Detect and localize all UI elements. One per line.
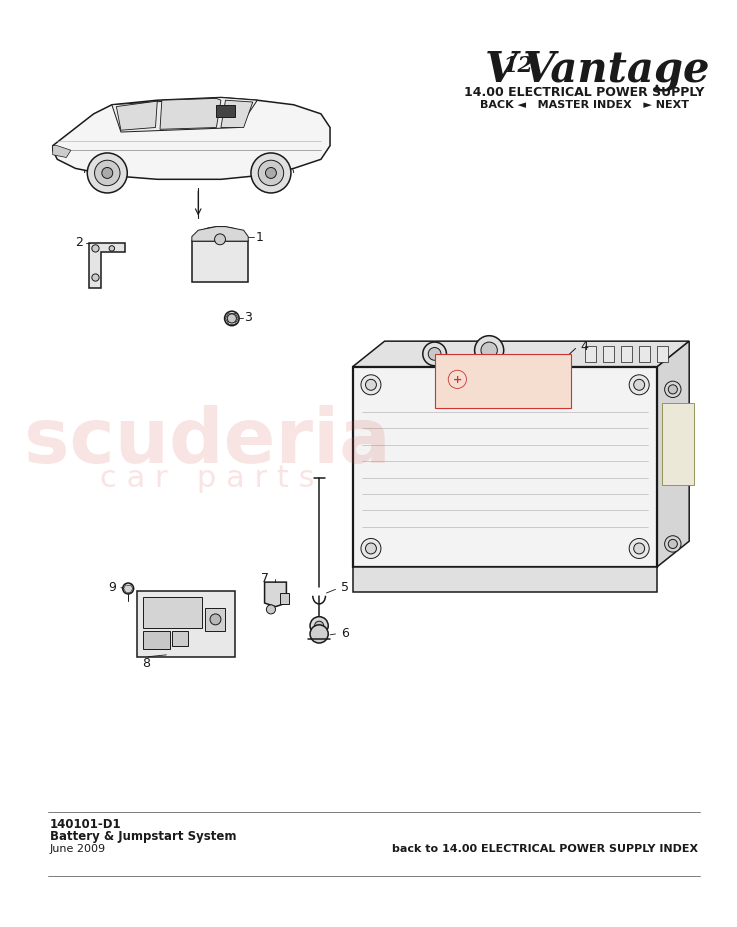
Circle shape bbox=[629, 375, 649, 396]
Circle shape bbox=[481, 343, 497, 359]
Bar bbox=[621, 347, 632, 362]
Circle shape bbox=[448, 371, 467, 389]
Polygon shape bbox=[112, 98, 257, 133]
Bar bbox=[137, 591, 236, 657]
Polygon shape bbox=[353, 342, 689, 367]
Text: back to 14.00 ELECTRICAL POWER SUPPLY INDEX: back to 14.00 ELECTRICAL POWER SUPPLY IN… bbox=[392, 844, 698, 853]
Circle shape bbox=[423, 343, 447, 366]
Circle shape bbox=[361, 375, 381, 396]
Text: Battery & Jumpstart System: Battery & Jumpstart System bbox=[50, 830, 237, 843]
Circle shape bbox=[251, 154, 291, 194]
Text: scuderia: scuderia bbox=[24, 405, 391, 478]
Circle shape bbox=[265, 169, 276, 179]
Polygon shape bbox=[657, 342, 689, 567]
Bar bbox=[353, 367, 657, 567]
Text: V: V bbox=[485, 49, 517, 91]
Circle shape bbox=[210, 615, 221, 625]
Circle shape bbox=[665, 536, 681, 552]
Bar bbox=[206, 608, 226, 631]
Polygon shape bbox=[116, 102, 157, 131]
Circle shape bbox=[214, 235, 226, 246]
Text: 14.00 ELECTRICAL POWER SUPPLY: 14.00 ELECTRICAL POWER SUPPLY bbox=[464, 85, 705, 98]
Text: BACK ◄   MASTER INDEX   ► NEXT: BACK ◄ MASTER INDEX ► NEXT bbox=[480, 100, 689, 110]
Bar bbox=[280, 593, 289, 604]
Circle shape bbox=[258, 161, 284, 186]
Bar bbox=[639, 347, 650, 362]
Text: c a r   p a r t s: c a r p a r t s bbox=[100, 464, 315, 492]
Text: June 2009: June 2009 bbox=[50, 844, 106, 853]
Text: +: + bbox=[453, 375, 462, 385]
Text: 140101-D1: 140101-D1 bbox=[50, 817, 122, 830]
Bar bbox=[657, 347, 668, 362]
Circle shape bbox=[366, 543, 377, 554]
Bar bbox=[172, 631, 188, 646]
Polygon shape bbox=[160, 99, 221, 130]
Bar bbox=[435, 354, 571, 409]
Bar bbox=[192, 242, 248, 283]
Text: 2: 2 bbox=[75, 235, 83, 248]
Bar bbox=[662, 403, 694, 486]
Circle shape bbox=[629, 539, 649, 559]
Text: 1: 1 bbox=[256, 231, 263, 244]
Bar bbox=[353, 567, 657, 592]
Circle shape bbox=[87, 154, 128, 194]
Circle shape bbox=[315, 621, 324, 630]
Circle shape bbox=[266, 605, 276, 615]
Polygon shape bbox=[53, 98, 330, 180]
Circle shape bbox=[94, 161, 120, 186]
Text: 5: 5 bbox=[341, 580, 349, 593]
Circle shape bbox=[665, 382, 681, 398]
Polygon shape bbox=[221, 101, 253, 128]
Text: 8: 8 bbox=[142, 656, 150, 669]
Circle shape bbox=[92, 246, 99, 253]
Circle shape bbox=[310, 625, 328, 643]
Circle shape bbox=[668, 386, 677, 395]
Circle shape bbox=[366, 380, 377, 391]
Bar bbox=[217, 106, 234, 119]
Bar bbox=[603, 347, 614, 362]
Circle shape bbox=[310, 617, 328, 635]
Circle shape bbox=[634, 543, 645, 554]
Circle shape bbox=[668, 540, 677, 549]
Polygon shape bbox=[192, 227, 248, 242]
Circle shape bbox=[102, 169, 113, 179]
Text: 6: 6 bbox=[341, 626, 349, 639]
Circle shape bbox=[123, 583, 133, 594]
Bar bbox=[584, 347, 595, 362]
Circle shape bbox=[475, 337, 503, 365]
Circle shape bbox=[361, 539, 381, 559]
Circle shape bbox=[227, 314, 237, 324]
Bar bbox=[143, 597, 202, 629]
Text: 3: 3 bbox=[244, 311, 251, 324]
Text: Vantage: Vantage bbox=[523, 49, 710, 91]
Polygon shape bbox=[265, 582, 287, 607]
Text: 9: 9 bbox=[108, 580, 116, 593]
Circle shape bbox=[92, 274, 99, 282]
Circle shape bbox=[109, 247, 114, 252]
Polygon shape bbox=[53, 146, 71, 159]
Text: 7: 7 bbox=[261, 571, 268, 584]
Text: 4: 4 bbox=[580, 340, 588, 353]
Text: 12: 12 bbox=[503, 55, 534, 77]
Polygon shape bbox=[89, 244, 125, 289]
Circle shape bbox=[225, 311, 239, 326]
Bar bbox=[143, 631, 170, 650]
Circle shape bbox=[634, 380, 645, 391]
Circle shape bbox=[428, 349, 441, 361]
